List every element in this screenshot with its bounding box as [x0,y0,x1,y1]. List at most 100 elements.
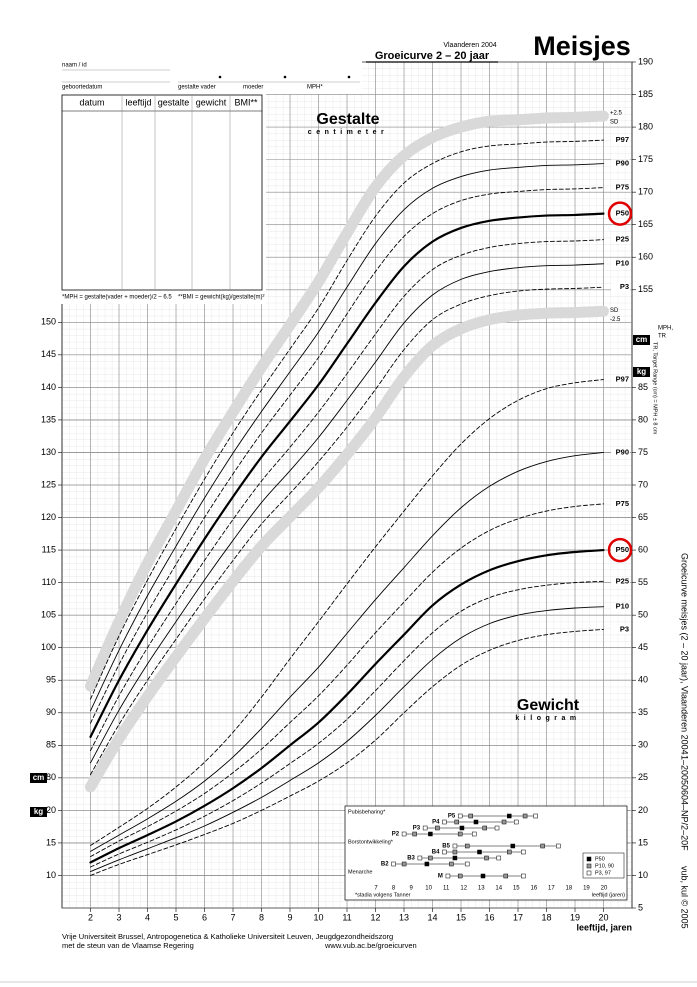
stage-marker [473,819,479,825]
table [61,94,263,291]
stage-marker [417,855,423,861]
percentile-line [90,239,604,751]
y2-tick-label: 25 [638,772,648,782]
series-label: P25 [616,576,629,585]
x-tick-label: 11 [342,912,351,922]
table-note: **BMI = gewicht(kg)/gestalte(m)² [178,295,265,301]
inset-x-tick-label: 15 [513,886,520,892]
x-tick-label: 18 [541,912,551,922]
chart-subtitle: kilogram [515,715,580,722]
stage-marker [503,873,509,879]
row-label: P4 [432,820,440,826]
inset-x-tick-label: 20 [601,886,608,892]
tanner-inset: Pubisbeharing* P5 P4 P3 P2Borstontwikkeling*… [344,805,628,901]
label-bg [611,235,630,244]
legend-swatch [586,856,592,862]
percentile-line [89,548,605,864]
row-label: B5 [442,844,450,850]
y2-tick-label: 20 [638,805,648,815]
y-tick-label: 110 [42,577,56,587]
row-label: B3 [407,856,415,862]
highlight-circle [607,201,633,226]
inset-x-tick-label: 8 [392,886,396,892]
y-tick-label: 125 [41,479,56,489]
y2-tick-label: 185 [638,89,653,99]
x-axis-label: leeftijd, jaren [576,922,632,932]
unit-box [30,773,47,783]
percentile-line [90,379,604,846]
x-tick-label: 5 [173,912,178,922]
y2-tick-label: 155 [638,284,653,294]
y2-tick-label: 165 [638,219,653,229]
y2-tick-label: 85 [638,382,648,392]
row-label: M [438,874,443,880]
x-tick-label: 8 [259,912,264,922]
series-label: P97 [616,375,629,384]
inset-x-tick-label: 16 [530,886,537,892]
series-label: P3 [620,282,629,291]
y-tick-label: 95 [46,675,56,685]
percentile-line [90,286,604,776]
form-label: MPH* [307,85,323,91]
stage-marker [522,813,528,819]
y2-tick-label: 75 [638,447,648,457]
inset-x-tick-label: 11 [443,886,450,892]
inset-x-tick-label: 13 [478,886,485,892]
y-tick-label: 20 [46,805,56,815]
inset-note: *stadia volgens Tanner [355,892,411,898]
y2-tick-label: 10 [638,870,648,880]
series-label: P90 [616,447,629,456]
row-label: B2 [381,862,389,868]
y2-tick-label: 65 [638,512,648,522]
label-bg [611,136,630,145]
series-label: P50 [616,209,629,218]
y2-tick-label: 190 [638,56,653,66]
stage-marker [422,825,428,831]
unit-box [633,367,650,377]
label-bg [611,448,630,457]
stage-marker [428,855,433,861]
label-bg [611,183,630,192]
band-label: +2.5 [610,111,623,117]
stage-marker [510,843,516,849]
group-label: Borstontwikkeling* [348,839,394,845]
legend-label: P10, 90 [595,863,614,869]
dot [218,75,222,79]
chart-subtitle: centimeter [308,129,388,136]
form-label: moeder [243,85,263,91]
y-tick-label: 80 [46,772,56,782]
label-bg [611,259,630,268]
stage-marker [452,843,458,849]
stage-marker [540,843,545,849]
percentile-line [90,629,604,876]
y2-tick-label: 5 [638,902,643,912]
unit-label: cm [636,335,648,344]
legend-swatch [586,863,592,869]
inset-x-tick-label: 12 [460,886,467,892]
percentile-line [90,452,604,852]
y-tick-label: 85 [46,740,56,750]
y-tick-label: 135 [41,414,56,424]
x-tick-label: 10 [313,912,323,922]
y2-tick-label: 160 [638,252,653,262]
side-info: vub, kul © 2005 [680,866,690,929]
stage-marker [471,831,477,837]
group-label: Menarche [348,869,372,875]
stage-marker [482,825,487,831]
label-bg [611,159,630,168]
x-tick-label: 20 [598,912,608,922]
inset-x-tick-label: 9 [409,886,413,892]
form-label: gestalte vader [178,85,216,91]
percentile-line [90,139,604,700]
column-header: datum [79,97,104,107]
series-label: P10 [616,259,629,268]
footer-url: www.vub.ac.be/groeicurven [324,941,417,950]
y-tick-label: 150 [41,317,56,327]
label-bg [611,375,630,384]
series-label: P97 [616,135,629,144]
stage-marker [457,813,463,819]
sd-band [85,305,609,793]
stage-marker [401,831,407,837]
stage-marker [480,873,486,879]
